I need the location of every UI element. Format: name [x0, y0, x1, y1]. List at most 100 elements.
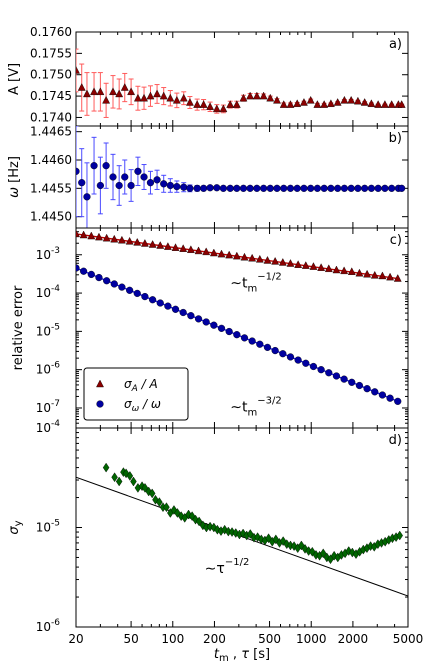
data-point	[332, 265, 341, 274]
data-point	[239, 93, 248, 102]
data-point	[194, 315, 203, 323]
data-point	[306, 95, 315, 104]
data-point	[232, 251, 241, 260]
data-point	[246, 91, 255, 100]
data-point	[115, 181, 123, 190]
data-point	[240, 334, 249, 342]
data-point	[355, 381, 364, 390]
data-point	[193, 184, 201, 192]
data-point	[263, 256, 272, 264]
data-point	[398, 184, 406, 192]
data-point	[179, 244, 188, 252]
y-axis-label: σy	[7, 520, 24, 534]
panel-c: 10-7 10-6 10-5 10-4 10-3 relative error c) ∼tm−…	[11, 227, 409, 429]
axes-frame	[75, 31, 409, 127]
plot-area	[76, 48, 406, 118]
legend-label: σA / A	[124, 377, 158, 394]
data-point	[179, 308, 187, 317]
data-point	[286, 353, 295, 361]
data-point	[333, 98, 342, 106]
y-tick-label: 0.1750	[30, 68, 72, 82]
data-point	[219, 104, 228, 113]
data-point	[332, 372, 341, 380]
x-tick-label: 2000	[338, 632, 369, 646]
data-point	[134, 167, 142, 175]
data-point	[171, 305, 180, 313]
data-point	[125, 236, 134, 245]
data-point	[212, 104, 221, 113]
data-point	[109, 173, 117, 181]
data-point	[233, 184, 241, 192]
data-point	[326, 99, 335, 107]
data-point	[95, 232, 103, 241]
data-point	[226, 100, 235, 108]
data-point	[102, 462, 110, 473]
data-point	[317, 366, 325, 374]
data-point	[239, 184, 248, 192]
data-point	[266, 184, 274, 192]
data-point	[133, 289, 141, 298]
data-point	[102, 95, 111, 104]
data-point	[121, 173, 129, 181]
data-point	[159, 91, 168, 100]
data-point	[280, 184, 288, 192]
y-tick-label: 10-3	[36, 246, 60, 262]
data-point	[386, 394, 394, 402]
plot-area	[76, 229, 402, 405]
panels: 0.1740 0.1745 0.1750 0.1755 0.1760 A [V] a) 1.4…	[7, 25, 423, 664]
data-point	[378, 271, 387, 280]
data-point	[340, 375, 348, 383]
y-tick-label: 1.4465	[30, 125, 72, 139]
plot-area	[76, 462, 408, 597]
data-point	[278, 258, 287, 266]
data-point	[83, 193, 91, 201]
data-point	[90, 162, 98, 170]
data-point	[170, 505, 178, 515]
panel-tag: d)	[389, 433, 402, 448]
data-point	[294, 260, 303, 268]
panel-tag: a)	[389, 37, 402, 52]
data-point	[232, 100, 241, 108]
data-point	[200, 184, 208, 192]
data-point	[273, 184, 281, 192]
panel-d: 20 50 100 200 500 1000 2000 5000 tm , τ [s] 10-6 1…	[7, 419, 423, 664]
data-point	[133, 93, 142, 102]
data-point	[166, 93, 175, 102]
plot-area	[76, 126, 406, 228]
data-point	[340, 266, 349, 275]
data-point	[225, 250, 234, 259]
legend-box	[83, 367, 189, 421]
data-point	[334, 184, 342, 192]
data-point	[76, 229, 80, 238]
data-point	[388, 184, 396, 192]
data-point	[347, 267, 356, 275]
data-point	[367, 99, 376, 107]
data-point	[194, 246, 203, 255]
data-point	[148, 488, 156, 499]
data-point	[253, 184, 261, 192]
data-point	[260, 184, 268, 192]
y-tick-label: 0.1755	[30, 46, 72, 60]
y-tick-label: 1.4455	[30, 181, 72, 195]
data-point	[340, 184, 348, 192]
data-point	[130, 476, 137, 487]
annotation-0: ∼τ−1/2	[205, 557, 250, 577]
data-point	[164, 302, 172, 310]
y-tick-label: 10-6	[36, 361, 61, 377]
y-tick-label: 1.4450	[30, 210, 72, 224]
x-tick-label: 50	[123, 632, 138, 646]
data-point	[133, 237, 142, 246]
panel-b: 1.4450 1.4455 1.4460 1.4465 ω [Hz] b)	[7, 125, 409, 229]
data-point	[193, 100, 202, 108]
data-point	[307, 184, 315, 192]
data-point	[202, 318, 210, 326]
data-point	[173, 183, 181, 191]
data-point	[300, 98, 308, 106]
y-axis-label: relative error	[11, 285, 26, 370]
data-point	[160, 180, 168, 188]
data-point	[363, 269, 372, 278]
data-point	[76, 264, 80, 272]
y-tick-label: 10-4	[36, 419, 61, 435]
data-point	[166, 181, 174, 190]
data-point	[141, 292, 149, 301]
